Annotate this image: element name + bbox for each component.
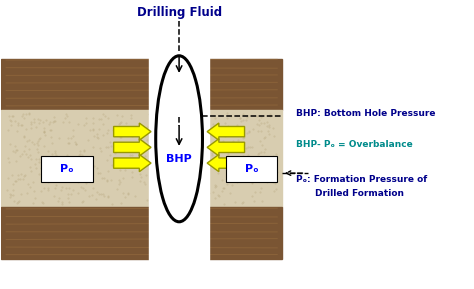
Bar [1, 208, 282, 259]
Polygon shape [207, 155, 245, 172]
Polygon shape [114, 155, 151, 172]
Polygon shape [114, 139, 151, 156]
Ellipse shape [156, 56, 202, 222]
Polygon shape [207, 139, 245, 156]
Polygon shape [114, 123, 151, 140]
Text: BHP: Bottom Hole Pressure: BHP: Bottom Hole Pressure [296, 108, 436, 118]
Text: BHP- Pₒ = Overbalance: BHP- Pₒ = Overbalance [296, 140, 413, 149]
Text: BHP: BHP [166, 154, 192, 164]
Bar [149, 1, 210, 288]
Bar [226, 156, 277, 182]
Text: Pₒ: Pₒ [245, 164, 258, 174]
Text: Drilled Formation: Drilled Formation [315, 189, 404, 198]
Bar [1, 110, 282, 208]
Bar [41, 156, 92, 182]
Text: Pₒ: Formation Pressure of: Pₒ: Formation Pressure of [296, 175, 427, 184]
Bar [1, 59, 282, 110]
Text: Pₒ: Pₒ [60, 164, 73, 174]
Polygon shape [207, 123, 245, 140]
Text: Drilling Fluid: Drilling Fluid [137, 6, 222, 19]
